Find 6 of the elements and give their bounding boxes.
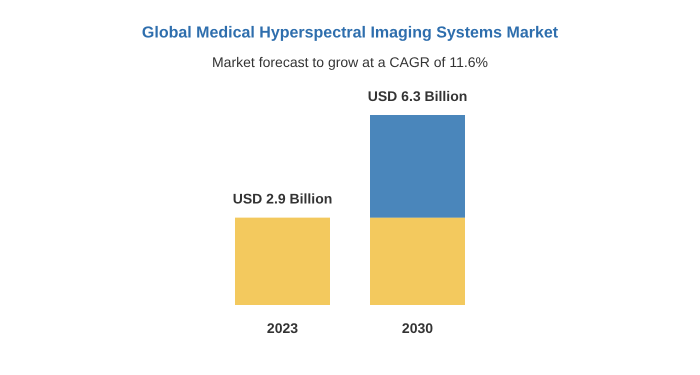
total-label: USD 6.3 Billion: [368, 88, 468, 104]
chart-title: Global Medical Hyperspectral Imaging Systems Market: [142, 24, 559, 42]
total-label: USD 2.9 Billion: [232, 190, 332, 207]
x-tick-label: 2023: [266, 320, 298, 336]
chart-subtitle: Market forecast to grow at a CAGR of 11.6%: [212, 54, 488, 70]
x-tick-label: 2030: [402, 320, 434, 336]
